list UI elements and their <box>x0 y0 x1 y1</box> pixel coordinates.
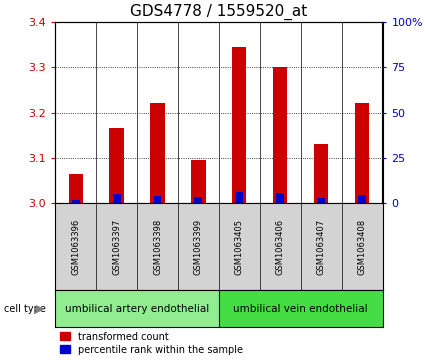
Bar <box>273 67 287 203</box>
Bar <box>276 193 284 203</box>
Bar <box>355 103 369 203</box>
Bar <box>110 129 124 203</box>
Text: GSM1063405: GSM1063405 <box>235 219 244 275</box>
Text: cell type: cell type <box>4 303 46 314</box>
Bar <box>153 196 162 203</box>
Bar <box>314 144 328 203</box>
Text: GSM1063397: GSM1063397 <box>112 219 121 275</box>
Bar <box>191 160 206 203</box>
Text: ▶: ▶ <box>36 303 45 314</box>
Bar <box>219 290 382 327</box>
Legend: transformed count, percentile rank within the sample: transformed count, percentile rank withi… <box>60 331 243 355</box>
Bar <box>113 194 121 203</box>
Text: GSM1063399: GSM1063399 <box>194 219 203 275</box>
Title: GDS4778 / 1559520_at: GDS4778 / 1559520_at <box>130 4 308 20</box>
Text: umbilical artery endothelial: umbilical artery endothelial <box>65 303 209 314</box>
Bar <box>72 200 79 203</box>
Bar <box>55 290 219 327</box>
Bar <box>235 192 243 203</box>
Text: GSM1063398: GSM1063398 <box>153 219 162 275</box>
Bar <box>150 103 164 203</box>
Text: GSM1063406: GSM1063406 <box>276 219 285 275</box>
Bar <box>232 47 246 203</box>
Text: GSM1063407: GSM1063407 <box>317 219 326 275</box>
Text: GSM1063396: GSM1063396 <box>71 219 80 275</box>
Text: umbilical vein endothelial: umbilical vein endothelial <box>233 303 368 314</box>
Text: GSM1063408: GSM1063408 <box>357 219 366 275</box>
Bar <box>68 174 83 203</box>
Bar <box>195 197 202 203</box>
Bar <box>358 195 366 203</box>
Bar <box>317 198 325 203</box>
